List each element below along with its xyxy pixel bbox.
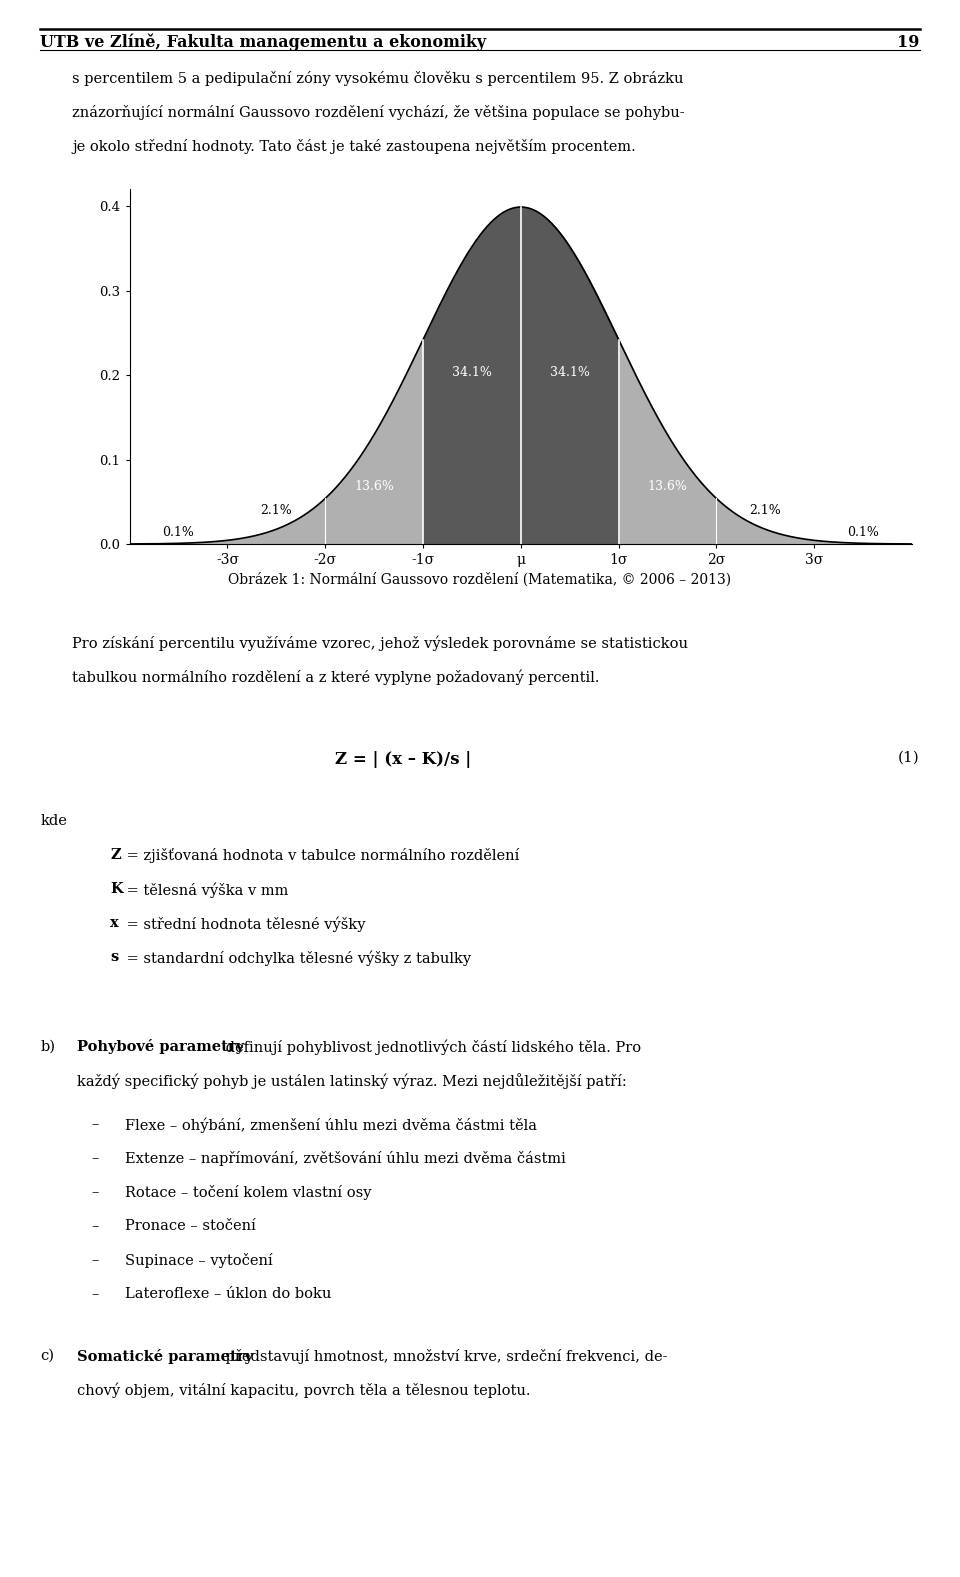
Text: K: K	[110, 883, 123, 896]
Text: Rotace – točení kolem vlastní osy: Rotace – točení kolem vlastní osy	[125, 1184, 372, 1200]
Text: Supinace – vytočení: Supinace – vytočení	[125, 1252, 273, 1268]
Text: (1): (1)	[898, 751, 920, 765]
Text: 0.1%: 0.1%	[162, 527, 195, 539]
Text: –: –	[91, 1287, 99, 1301]
Text: chový objem, vitální kapacitu, povrch těla a tělesnou teplotu.: chový objem, vitální kapacitu, povrch tě…	[77, 1383, 530, 1399]
Text: = tělesná výška v mm: = tělesná výška v mm	[122, 883, 288, 897]
Text: 2.1%: 2.1%	[260, 505, 292, 517]
Text: –: –	[91, 1151, 99, 1165]
Text: tabulkou normálního rozdělení a z které vyplyne požadovaný percentil.: tabulkou normálního rozdělení a z které …	[72, 669, 599, 684]
Text: znázorňující normální Gaussovo rozdělení vychází, že většina populace se pohybu-: znázorňující normální Gaussovo rozdělení…	[72, 104, 684, 120]
Text: definují pohyblivost jednotlivých částí lidského těla. Pro: definují pohyblivost jednotlivých částí …	[221, 1039, 641, 1055]
Text: –: –	[91, 1184, 99, 1199]
Text: = zjišťovaná hodnota v tabulce normálního rozdělení: = zjišťovaná hodnota v tabulce normálníh…	[122, 848, 519, 864]
Text: kde: kde	[40, 814, 67, 828]
Text: s percentilem 5 a pedipulační zóny vysokému člověku s percentilem 95. Z obrázku: s percentilem 5 a pedipulační zóny vysok…	[72, 71, 684, 87]
Text: s: s	[110, 949, 119, 964]
Text: 2.1%: 2.1%	[750, 505, 781, 517]
Text: = standardní odchylka tělesné výšky z tabulky: = standardní odchylka tělesné výšky z ta…	[122, 949, 471, 965]
Text: Extenze – napřímování, zvětšování úhlu mezi dvěma částmi: Extenze – napřímování, zvětšování úhlu m…	[125, 1151, 565, 1165]
Text: představují hmotnost, množství krve, srdeční frekvenci, de-: představují hmotnost, množství krve, srd…	[221, 1348, 667, 1364]
Text: b): b)	[40, 1039, 56, 1053]
Text: –: –	[91, 1252, 99, 1266]
Text: 34.1%: 34.1%	[452, 366, 492, 380]
Text: Somatické parametry: Somatické parametry	[77, 1348, 252, 1364]
Text: Lateroflexe – úklon do boku: Lateroflexe – úklon do boku	[125, 1287, 331, 1301]
Text: x: x	[110, 916, 119, 930]
Text: Pro získání percentilu využíváme vzorec, jehož výsledek porovnáme se statisticko: Pro získání percentilu využíváme vzorec,…	[72, 636, 688, 651]
Text: 19: 19	[898, 33, 920, 50]
Text: Flexe – ohýbání, zmenšení úhlu mezi dvěma částmi těla: Flexe – ohýbání, zmenšení úhlu mezi dvěm…	[125, 1117, 537, 1132]
Text: Z: Z	[110, 848, 121, 863]
Text: je okolo střední hodnoty. Tato část je také zastoupena největším procentem.: je okolo střední hodnoty. Tato část je t…	[72, 139, 636, 155]
Text: Z = | (x – K)/s |: Z = | (x – K)/s |	[335, 751, 471, 768]
Text: UTB ve Zlíně, Fakulta managementu a ekonomiky: UTB ve Zlíně, Fakulta managementu a ekon…	[40, 33, 487, 52]
Text: každý specifický pohyb je ustálen latinský výraz. Mezi nejdůležitější patří:: každý specifický pohyb je ustálen latins…	[77, 1074, 627, 1090]
Text: = střední hodnota tělesné výšky: = střední hodnota tělesné výšky	[122, 916, 366, 932]
Text: c): c)	[40, 1348, 55, 1363]
Text: –: –	[91, 1117, 99, 1131]
Text: Obrázek 1: Normální Gaussovo rozdělení (Matematika, © 2006 – 2013): Obrázek 1: Normální Gaussovo rozdělení (…	[228, 572, 732, 587]
Text: 0.1%: 0.1%	[847, 527, 879, 539]
Text: 34.1%: 34.1%	[550, 366, 589, 380]
Text: Pronace – stočení: Pronace – stočení	[125, 1219, 255, 1233]
Text: 13.6%: 13.6%	[648, 481, 687, 494]
Text: 13.6%: 13.6%	[354, 481, 394, 494]
Text: –: –	[91, 1219, 99, 1233]
Text: Pohybové parametry: Pohybové parametry	[77, 1039, 244, 1055]
